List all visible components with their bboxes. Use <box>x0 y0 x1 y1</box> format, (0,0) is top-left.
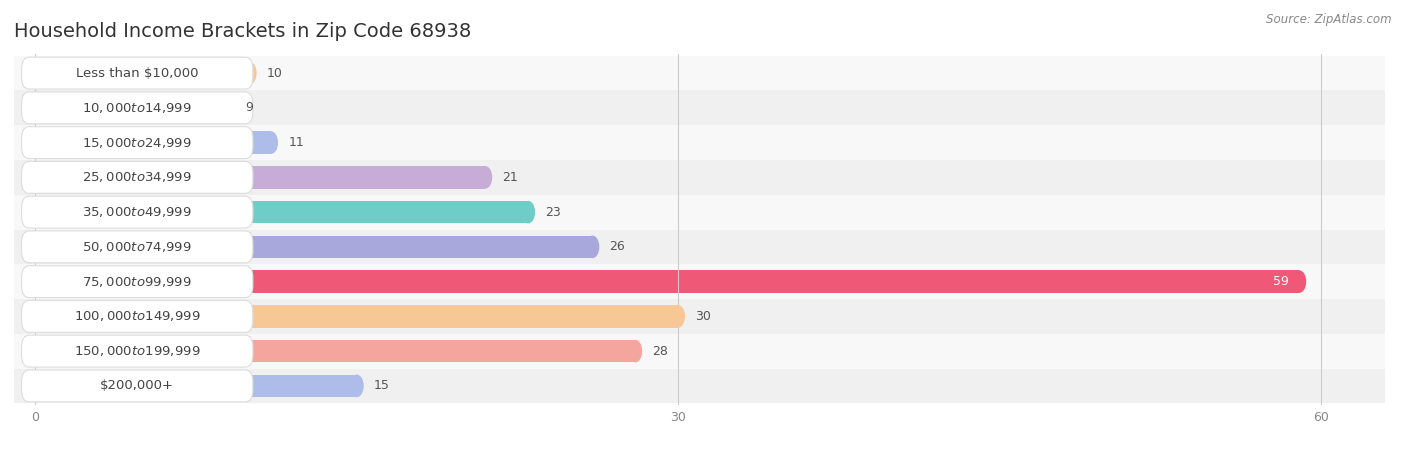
Text: $200,000+: $200,000+ <box>100 379 174 392</box>
Bar <box>14 160 1385 195</box>
Text: 28: 28 <box>652 345 668 358</box>
FancyBboxPatch shape <box>21 370 253 402</box>
Text: 26: 26 <box>610 240 626 253</box>
Circle shape <box>221 97 235 119</box>
FancyBboxPatch shape <box>21 92 253 124</box>
Text: $35,000 to $49,999: $35,000 to $49,999 <box>83 205 193 219</box>
Bar <box>14 334 1385 369</box>
Text: $25,000 to $34,999: $25,000 to $34,999 <box>83 171 193 184</box>
Bar <box>35 340 636 362</box>
Circle shape <box>671 305 685 328</box>
FancyBboxPatch shape <box>21 127 253 158</box>
Bar <box>35 236 592 258</box>
Bar <box>35 166 485 189</box>
FancyBboxPatch shape <box>21 196 253 228</box>
FancyBboxPatch shape <box>21 301 253 332</box>
Bar <box>14 125 1385 160</box>
Text: 15: 15 <box>374 379 389 392</box>
Text: 23: 23 <box>546 206 561 219</box>
Text: 11: 11 <box>288 136 304 149</box>
Circle shape <box>585 236 599 258</box>
Text: Source: ZipAtlas.com: Source: ZipAtlas.com <box>1267 14 1392 27</box>
Text: 59: 59 <box>1272 275 1288 288</box>
Circle shape <box>628 340 643 362</box>
Text: $10,000 to $14,999: $10,000 to $14,999 <box>83 101 193 115</box>
Bar <box>14 299 1385 334</box>
FancyBboxPatch shape <box>21 162 253 194</box>
Text: $75,000 to $99,999: $75,000 to $99,999 <box>83 274 193 288</box>
Text: 21: 21 <box>502 171 519 184</box>
Text: 9: 9 <box>246 101 253 114</box>
Bar <box>35 305 678 328</box>
Text: $100,000 to $149,999: $100,000 to $149,999 <box>75 310 201 324</box>
Bar <box>14 56 1385 90</box>
FancyBboxPatch shape <box>21 266 253 297</box>
Bar <box>14 195 1385 230</box>
Text: $150,000 to $199,999: $150,000 to $199,999 <box>75 344 201 358</box>
Bar <box>14 264 1385 299</box>
Circle shape <box>478 166 492 189</box>
Circle shape <box>1292 270 1306 293</box>
Text: $15,000 to $24,999: $15,000 to $24,999 <box>83 135 193 149</box>
Bar <box>14 90 1385 125</box>
FancyBboxPatch shape <box>21 57 253 89</box>
Text: $50,000 to $74,999: $50,000 to $74,999 <box>83 240 193 254</box>
Circle shape <box>264 131 278 154</box>
Bar <box>14 369 1385 403</box>
Bar <box>35 270 1299 293</box>
FancyBboxPatch shape <box>21 335 253 367</box>
Circle shape <box>522 201 536 223</box>
Bar <box>35 201 529 223</box>
FancyBboxPatch shape <box>21 231 253 263</box>
Circle shape <box>243 62 257 85</box>
Bar <box>35 97 228 119</box>
Text: Household Income Brackets in Zip Code 68938: Household Income Brackets in Zip Code 68… <box>14 22 471 41</box>
Text: Less than $10,000: Less than $10,000 <box>76 67 198 80</box>
Bar <box>35 131 271 154</box>
Text: 30: 30 <box>695 310 711 323</box>
Circle shape <box>350 374 364 397</box>
Bar <box>14 230 1385 264</box>
Text: 10: 10 <box>267 67 283 80</box>
Bar <box>35 374 357 397</box>
Bar <box>35 62 250 85</box>
